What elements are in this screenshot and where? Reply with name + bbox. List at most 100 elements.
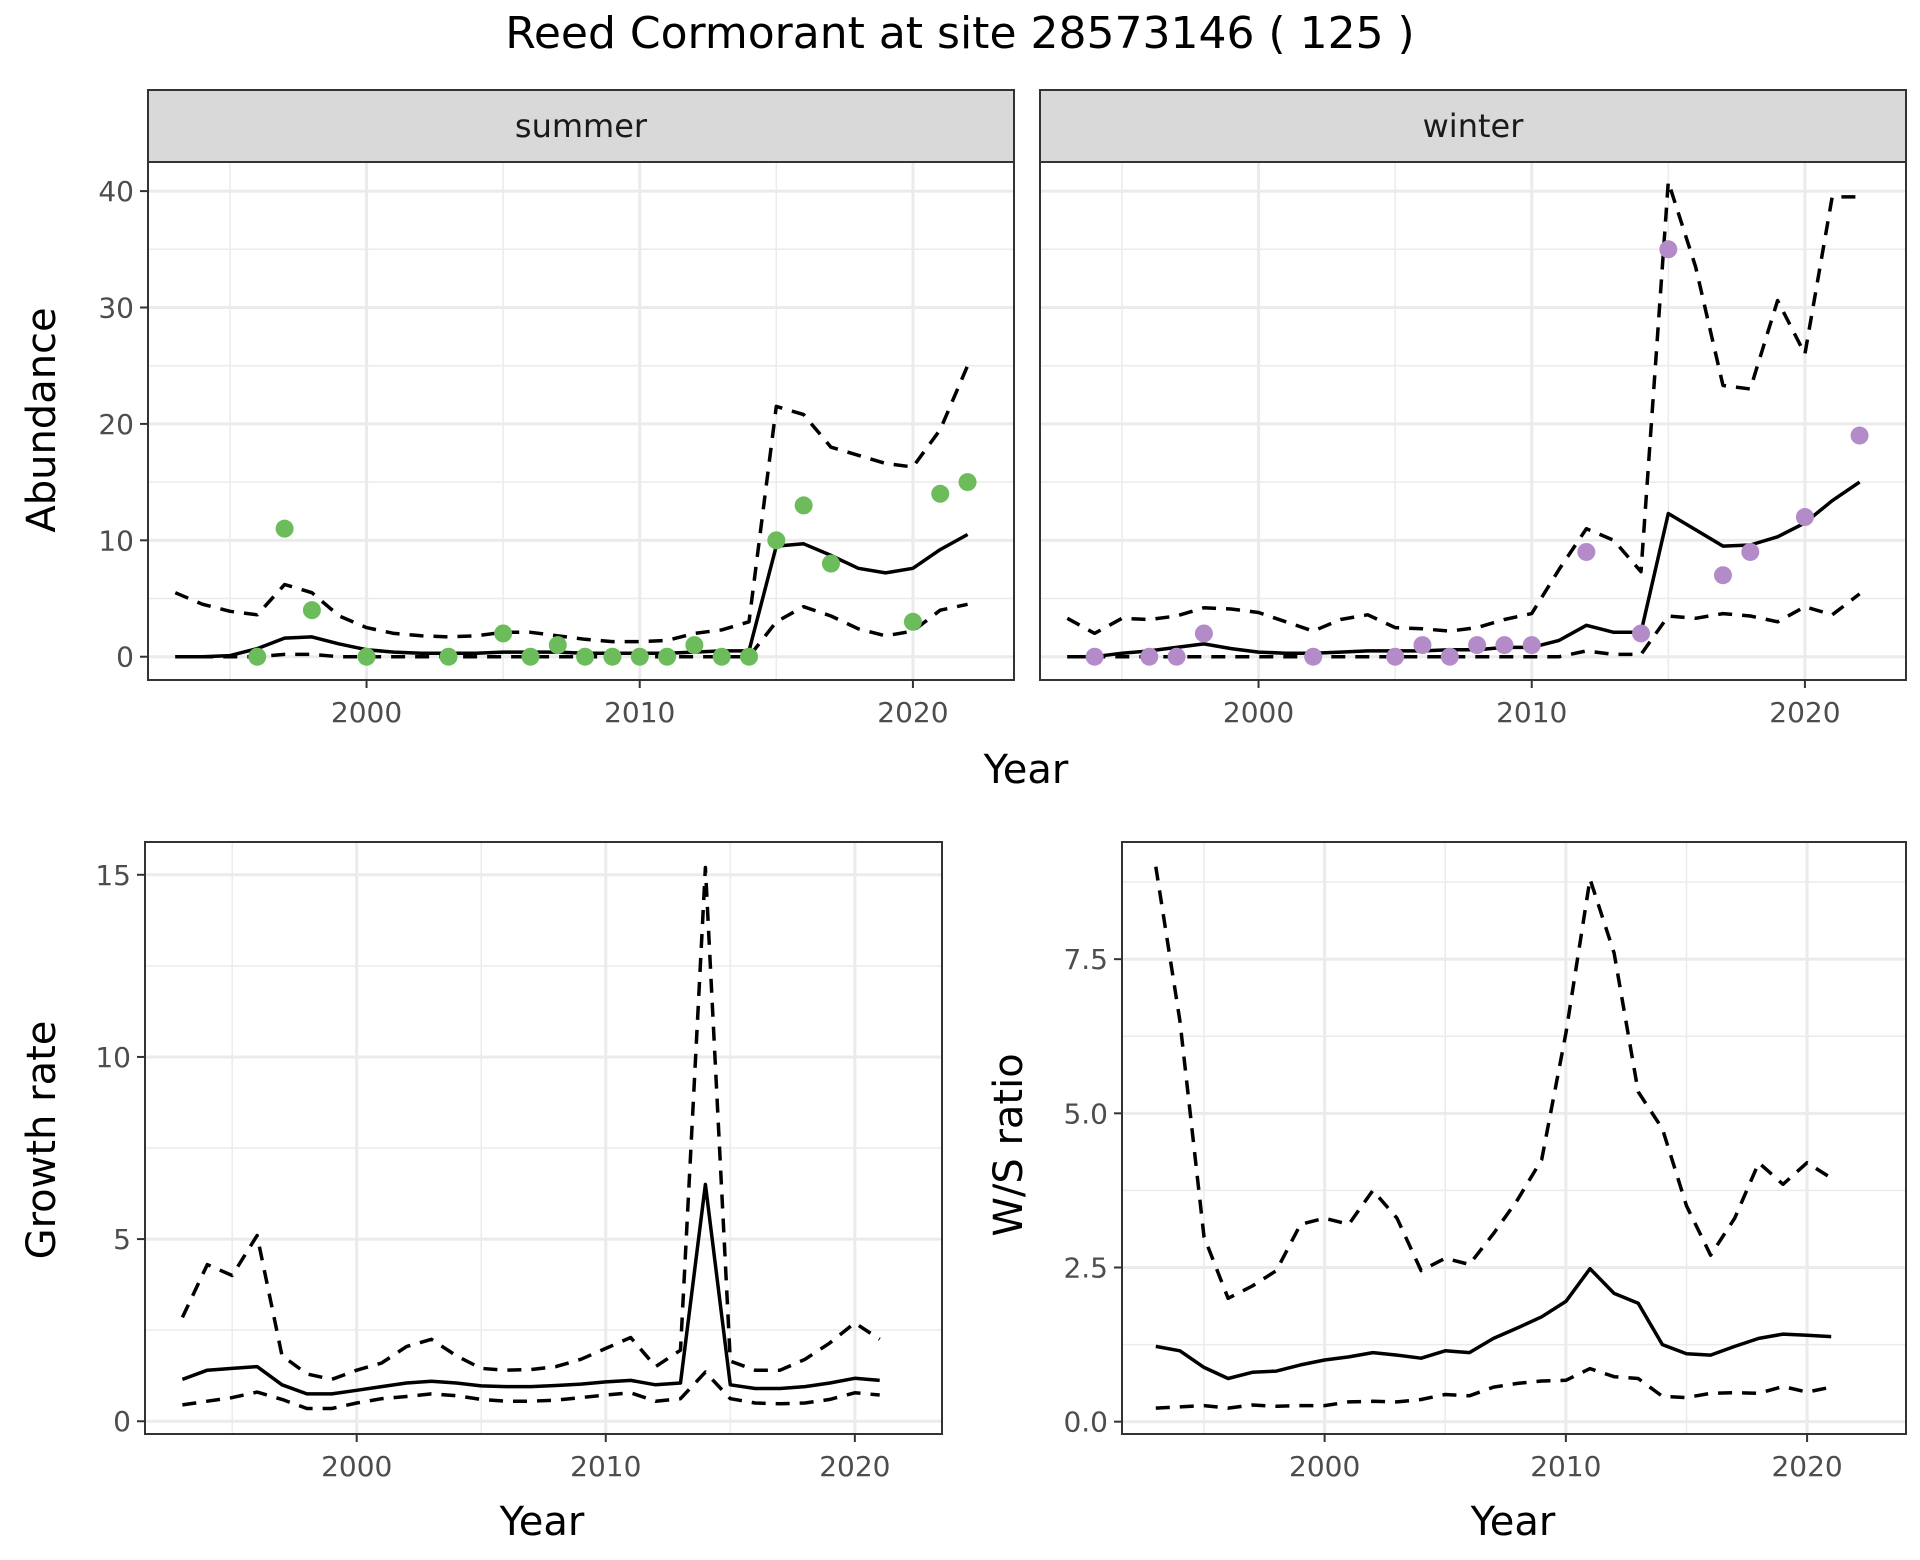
observed-point [1304,647,1323,666]
x-axis-title-growth: Year [499,1499,585,1545]
observed-point [1140,647,1159,666]
x-tick-label: 2010 [1496,696,1567,729]
y-tick-label: 15 [95,859,131,892]
observed-point [1194,624,1213,643]
plot-area-growth: 2000 2010 2020 0 5 10 15 [95,841,943,1483]
observed-point [794,496,813,515]
y-tick-label: 10 [98,524,134,557]
observed-point [1468,636,1487,655]
strip-winter [1039,89,1907,163]
panel-border [147,161,1015,681]
observed-point [548,636,567,655]
observed-point [248,647,267,666]
observed-point [958,473,977,492]
x-tick-label: 2000 [331,696,402,729]
observed-point [903,612,922,631]
observed-point [275,519,294,538]
observed-point [658,647,677,666]
observed-point [1085,647,1104,666]
series-group [180,865,881,1411]
lower-ci-line [1067,592,1861,659]
y-tick-label: 2.5 [1063,1252,1108,1285]
y-tick-label: 5.0 [1063,1097,1108,1130]
estimate-line [181,1182,880,1396]
y-tick-label: 30 [98,292,134,325]
observed-point [439,647,458,666]
observed-point [1741,542,1760,561]
y-tick-label: 20 [98,408,134,441]
strip-summer [147,89,1015,163]
observed-point [931,484,950,503]
y-axis-title-ws: W/S ratio [986,1053,1032,1236]
observed-point [1632,624,1651,643]
observed-point [685,636,704,655]
chart-title: Reed Cormorant at site 28573146 ( 125 ) [505,8,1414,59]
panel-border [1039,161,1907,681]
x-tick-label: 2000 [321,1450,392,1483]
observed-point [1522,636,1541,655]
observed-point [1386,647,1405,666]
observed-point [603,647,622,666]
observed-point [630,647,649,666]
x-tick-label: 2020 [1771,1450,1842,1483]
x-tick-label: 2020 [877,696,948,729]
observed-point [1495,636,1514,655]
upper-ci-line [1154,866,1833,1301]
estimate-line [1155,1266,1832,1381]
series-group [1154,866,1833,1410]
y-tick-label: 0 [116,641,134,674]
panel-border [144,841,943,1435]
plot-area-summer: 2000 2010 2020 [147,161,1015,729]
observed-point [521,647,540,666]
observed-point [821,554,840,573]
observed-point [767,531,786,550]
observed-point [576,647,595,666]
observed-point [1167,647,1186,666]
observed-point [740,647,759,666]
estimate-line [175,532,969,659]
y-tick-label: 40 [98,175,134,208]
x-tick-label: 2010 [1530,1450,1601,1483]
strip-label-summer: summer [515,107,648,145]
lower-ci-line [175,602,968,659]
growth-rate-chart: 2000 2010 2020 0 5 10 15 Growth rate Year [19,841,943,1545]
series-group [1066,180,1869,666]
y-tick-label: 0.0 [1063,1406,1108,1439]
observed-point [1850,426,1869,445]
x-tick-label: 2010 [570,1450,641,1483]
y-axis-title-growth: Growth rate [19,1021,65,1260]
ws-ratio-chart: 2000 2010 2020 0.0 2.5 5.0 7.5 W/S ratio Year [986,841,1907,1545]
lower-ci-line [1155,1366,1832,1410]
estimate-line [1067,480,1861,659]
observed-point [712,647,731,666]
observed-point [1413,636,1432,655]
y-tick-label: 10 [95,1041,131,1074]
x-tick-label: 2000 [1223,696,1294,729]
observed-point [494,624,513,643]
strip-label-winter: winter [1423,107,1525,145]
observed-point [1659,240,1678,259]
series-group [174,365,977,666]
observed-point [1577,542,1596,561]
facet-summer: summer 2000 2010 2020 [147,89,1015,729]
y-tick-label: 0 [113,1405,131,1438]
x-tick-label: 2020 [1769,696,1840,729]
observed-point [302,601,321,620]
plot-area-ws: 2000 2010 2020 0.0 2.5 5.0 7.5 [1063,841,1907,1483]
observed-point [1713,566,1732,585]
observed-point [357,647,376,666]
x-axis-title-ws: Year [1470,1499,1556,1545]
x-tick-label: 2010 [604,696,675,729]
x-tick-label: 2000 [1289,1450,1360,1483]
abundance-chart: summer 2000 2010 2020 winter 2000 2010 2020 … [19,89,1907,793]
observed-point [1795,508,1814,527]
y-tick-label: 5 [113,1223,131,1256]
upper-ci-line [180,865,881,1382]
y-axis-abundance: 0 10 20 30 40 [98,175,148,674]
facet-winter: winter 2000 2010 2020 [1039,89,1907,729]
plot-area-winter: 2000 2010 2020 [1039,161,1907,729]
y-tick-label: 7.5 [1063,943,1108,976]
panel-border [1121,841,1907,1435]
upper-ci-line [1066,180,1860,636]
